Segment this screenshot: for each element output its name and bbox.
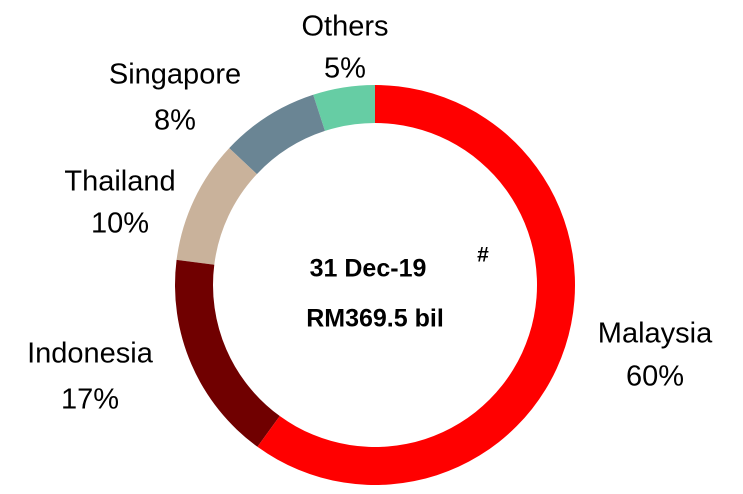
donut-slice	[313, 85, 375, 131]
donut-slice	[175, 259, 280, 447]
donut-slice	[176, 148, 257, 265]
slice-percent: 60%	[626, 361, 684, 393]
donut-slice	[229, 94, 325, 175]
slice-name: Malaysia	[598, 318, 713, 350]
slice-percent: 17%	[61, 384, 119, 416]
slice-name: Others	[301, 11, 388, 43]
slice-percent: 8%	[154, 105, 196, 137]
slice-percent: 10%	[91, 208, 149, 240]
center-total: RM369.5 bil	[306, 305, 444, 333]
slice-name: Thailand	[64, 166, 175, 198]
slice-name: Indonesia	[27, 338, 154, 370]
slice-name: Singapore	[109, 59, 241, 91]
center-date: 31 Dec-19	[310, 255, 427, 283]
center-note: #	[477, 244, 489, 267]
slice-percent: 5%	[324, 53, 366, 85]
donut-slice	[257, 85, 575, 486]
